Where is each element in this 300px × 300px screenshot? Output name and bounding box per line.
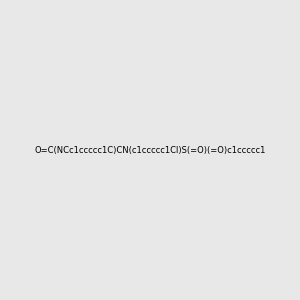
- Text: O=C(NCc1ccccc1C)CN(c1ccccc1Cl)S(=O)(=O)c1ccccc1: O=C(NCc1ccccc1C)CN(c1ccccc1Cl)S(=O)(=O)c…: [34, 146, 266, 154]
